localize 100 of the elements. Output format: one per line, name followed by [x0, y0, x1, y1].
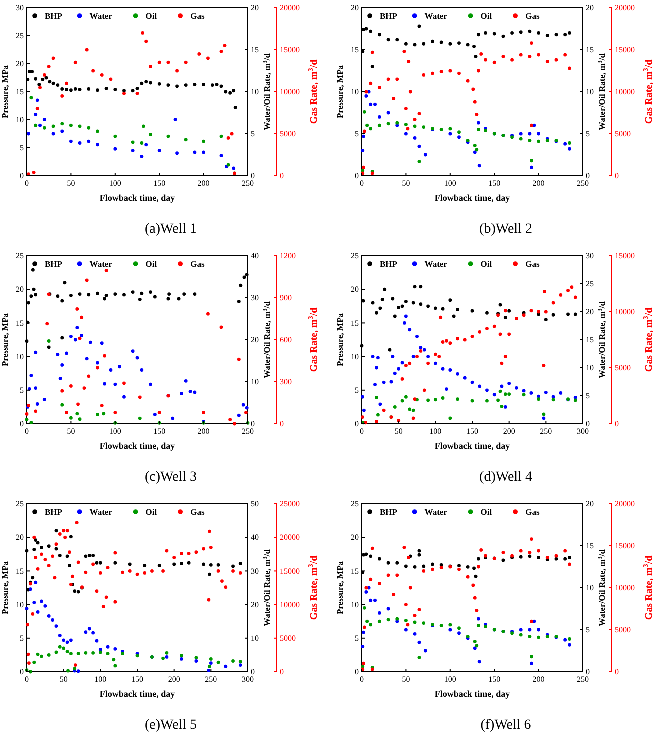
y-tick-label: 5 — [20, 144, 24, 153]
x-tick-label: 100 — [109, 179, 122, 188]
y-tick-label: 15 — [16, 88, 24, 97]
y-tick-label: 0 — [20, 668, 24, 677]
y2-tick-label: 20 — [251, 336, 259, 345]
y2-tick-label: 0 — [586, 420, 590, 429]
y-tick-label: 10 — [16, 600, 24, 610]
text: (f)Well 6 — [480, 718, 532, 733]
y2-tick-label: 20 — [251, 4, 259, 13]
y3-tick-label: 10000 — [615, 584, 635, 593]
y2-tick-label: 20 — [586, 500, 594, 509]
legend-label: Oil — [146, 10, 158, 21]
x-tick-label: 150 — [488, 179, 501, 188]
y-tick-label: 25 — [351, 500, 359, 509]
x-tick-label: 300 — [242, 675, 254, 684]
x-tick-label: 250 — [242, 179, 254, 188]
y-tick-label: 25 — [16, 32, 24, 41]
legend-label: Oil — [146, 258, 158, 269]
y-tick-label: 5 — [355, 130, 359, 139]
y-tick-label: 25 — [16, 252, 24, 261]
y-tick-label: 0 — [355, 420, 359, 429]
legend-label: Oil — [146, 506, 158, 517]
y-tick-label: 25 — [16, 500, 24, 509]
legend-label: BHP — [380, 258, 398, 269]
y3-tick-label: 20000 — [280, 4, 300, 13]
y-tick-label: 10 — [351, 88, 359, 97]
y2-tick-label: 0 — [251, 668, 255, 677]
y2-tick-label: 5 — [251, 130, 255, 139]
x-tick-label: 250 — [242, 427, 254, 436]
legend-label: Water — [424, 10, 448, 21]
y2-tick-label: 10 — [251, 378, 259, 387]
y-tick-label: 5 — [20, 386, 24, 396]
x-tick-label: 150 — [154, 427, 166, 436]
legend-label: Water — [90, 258, 113, 269]
y-axis-title: Pressure, MPa — [335, 560, 345, 615]
y3-tick-label: 15000 — [615, 46, 635, 55]
y3-tick-label: 5000 — [615, 130, 631, 139]
x-tick-label: 50 — [67, 179, 76, 188]
y-tick-label: 20 — [16, 285, 24, 294]
y-tick-label: 20 — [351, 4, 359, 13]
y2-tick-label: 40 — [251, 533, 259, 542]
x-tick-label: 50 — [402, 179, 410, 188]
y2-tick-label: 0 — [251, 420, 255, 429]
legend-label: Gas — [190, 506, 206, 517]
y3-tick-label: 25000 — [280, 500, 300, 509]
y3-tick-label: 5000 — [615, 626, 631, 635]
y-tick-label: 15 — [351, 318, 359, 328]
y3-tick-label: 10000 — [615, 88, 635, 97]
y-tick-label: 20 — [16, 533, 24, 542]
legend-label: Oil — [480, 258, 493, 269]
y2-tick-label: 10 — [586, 584, 594, 593]
y-tick-label: 0 — [355, 172, 359, 181]
y3-tick-label: 0 — [280, 420, 284, 429]
y-tick-label: 15 — [16, 566, 24, 576]
y-tick-label: 5 — [355, 386, 359, 396]
x-tick-label: 150 — [132, 675, 144, 684]
y2-tick-label: 15 — [586, 336, 594, 345]
x-tick-label: 100 — [109, 427, 122, 436]
y-tick-label: 10 — [16, 116, 24, 125]
x-tick-label: 150 — [488, 675, 501, 684]
y-tick-label: 10 — [16, 352, 24, 362]
y3-tick-label: 0 — [615, 420, 619, 429]
y3-tick-label: 20000 — [280, 533, 300, 542]
y2-tick-label: 15 — [586, 46, 594, 55]
y3-tick-label: 10000 — [280, 88, 300, 97]
y2-tick-label: 30 — [251, 566, 259, 576]
x-axis-title: Flowback time, day — [434, 193, 511, 203]
x-tick-label: 200 — [532, 675, 545, 684]
x-tick-label: 100 — [444, 675, 456, 684]
y3-tick-label: 10000 — [280, 600, 300, 610]
y-axis-title: Pressure, MPa — [0, 312, 10, 367]
legend-label: Gas — [526, 506, 540, 517]
y-axis-title: Pressure, MPa — [0, 560, 10, 615]
y3-tick-label: 900 — [280, 294, 292, 303]
x-tick-label: 250 — [205, 675, 218, 684]
y3-tick-label: 20000 — [615, 500, 635, 509]
text: (c)Well 3 — [144, 470, 198, 485]
y3-tick-label: 300 — [280, 378, 292, 387]
x-tick-label: 250 — [577, 179, 589, 188]
y3-tick-label: 15000 — [280, 46, 300, 55]
y2-tick-label: 10 — [251, 88, 259, 97]
text: (e)Well 5 — [144, 718, 198, 733]
y2-tick-label: 40 — [251, 252, 259, 261]
y3-tick-label: 5000 — [280, 130, 296, 139]
y2-tick-label: 50 — [251, 500, 259, 509]
legend-label: Gas — [526, 10, 540, 21]
y3-tick-label: 0 — [280, 172, 284, 181]
text: (d)Well 4 — [480, 470, 532, 485]
y3-tick-label: 1200 — [280, 252, 296, 261]
y-tick-label: 0 — [20, 420, 24, 429]
x-tick-label: 50 — [60, 675, 68, 684]
legend-label: Oil — [480, 506, 493, 517]
y-tick-label: 15 — [351, 46, 359, 55]
x-tick-label: 200 — [532, 179, 545, 188]
y2-tick-label: 5 — [586, 130, 590, 139]
y2-tick-label: 25 — [586, 280, 594, 289]
y-tick-label: 20 — [351, 285, 359, 294]
y3-tick-label: 5000 — [280, 634, 296, 644]
y2-tick-label: 0 — [586, 668, 590, 677]
x-tick-label: 100 — [430, 427, 442, 436]
